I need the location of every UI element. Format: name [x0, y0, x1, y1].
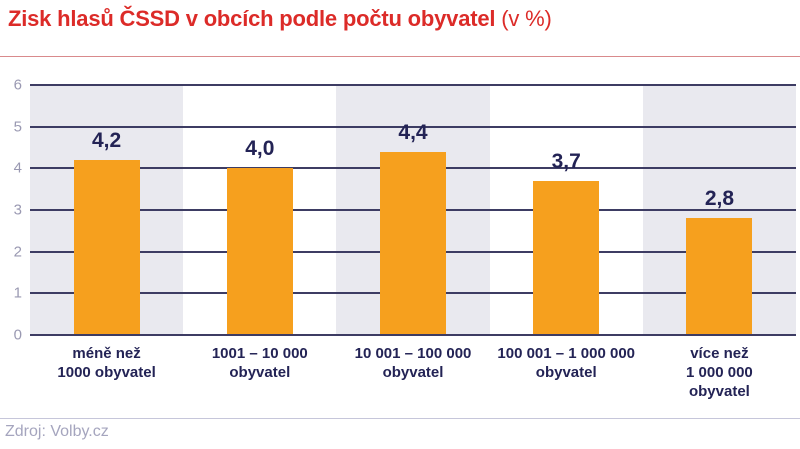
y-axis-tick-label: 6: [13, 76, 22, 94]
y-axis-tick-label: 5: [13, 118, 22, 136]
bar: [226, 168, 293, 335]
y-axis-tick-label: 3: [13, 201, 22, 219]
bar-slot: 3,7: [490, 85, 643, 335]
category-label: 1001 – 10 000 obyvatel: [211, 345, 308, 381]
x-axis-baseline: [30, 334, 796, 336]
y-axis-tick-label: 1: [13, 284, 22, 302]
bar: [73, 160, 140, 335]
bar-value-label: 4,0: [245, 137, 275, 161]
title-divider: [0, 56, 800, 57]
gridline: [30, 84, 796, 86]
chart-title-suffix: (v %): [495, 6, 552, 31]
bar-value-label: 3,7: [551, 149, 581, 173]
y-axis-tick-label: 2: [13, 243, 22, 261]
category-label: méně než 1000 obyvatel: [57, 345, 156, 381]
source-text: Zdroj: Volby.cz: [5, 423, 109, 440]
gridline: [30, 125, 796, 128]
category-label: 10 001 – 100 000 obyvatel: [354, 345, 472, 381]
chart-title: Zisk hlasů ČSSD v obcích podle počtu oby…: [8, 6, 788, 32]
plot-area: 4,2 4,0 4,4 3,7 2,8: [30, 84, 797, 336]
y-axis-tick-label: 0: [13, 326, 22, 344]
category-label: 100 001 – 1 000 000 obyvatel: [497, 345, 636, 381]
y-axis-tick-label: 4: [13, 159, 22, 177]
bar-value-label: 4,2: [92, 129, 122, 152]
bar: [533, 180, 600, 335]
bar: [380, 151, 446, 335]
bar: [686, 218, 753, 335]
chart-title-main: Zisk hlasů ČSSD v obcích podle počtu oby…: [8, 6, 496, 31]
bar-slot: 2,8: [642, 85, 797, 335]
x-axis-labels: méně než 1000 obyvatel 1001 – 10 000 oby…: [30, 344, 796, 401]
bar-value-label: 4,4: [398, 120, 428, 144]
y-axis: 0 1 2 3 4 5 6: [0, 77, 24, 344]
bar-value-label: 2,8: [704, 187, 735, 211]
category-label: více než 1 000 000 obyvatel: [686, 345, 753, 400]
bar-slot: 4,0: [183, 85, 336, 335]
source-divider: [0, 418, 800, 419]
